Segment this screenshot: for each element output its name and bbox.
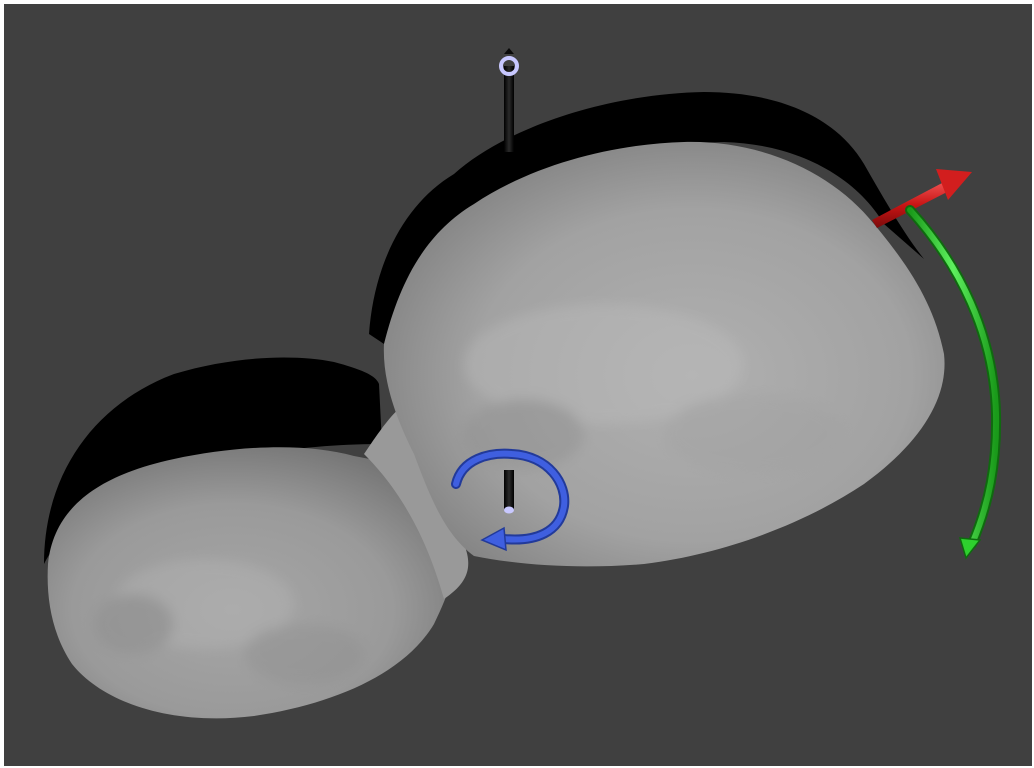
- spin-axis-icon[interactable]: [499, 48, 519, 152]
- rotation-arrow-icon[interactable]: [451, 448, 570, 552]
- curved-arrow-icon[interactable]: [905, 205, 1002, 560]
- asteroid-surface-detail: [94, 304, 844, 684]
- center-axis-icon[interactable]: [504, 470, 514, 514]
- asteroid-neck: [364, 399, 469, 599]
- scene-render[interactable]: [4, 4, 1032, 766]
- x-axis-arrow-icon[interactable]: [872, 169, 972, 228]
- 3d-viewport[interactable]: [4, 4, 1032, 766]
